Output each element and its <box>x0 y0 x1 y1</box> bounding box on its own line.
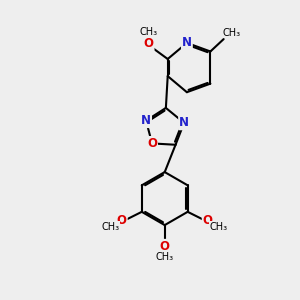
Text: O: O <box>160 240 170 253</box>
Text: CH₃: CH₃ <box>102 222 120 232</box>
Text: CH₃: CH₃ <box>156 252 174 262</box>
Text: N: N <box>182 36 192 50</box>
Text: O: O <box>203 214 213 227</box>
Text: N: N <box>141 114 151 127</box>
Text: CH₃: CH₃ <box>209 222 228 232</box>
Text: N: N <box>179 116 189 129</box>
Text: O: O <box>117 214 127 227</box>
Text: O: O <box>147 137 157 150</box>
Text: O: O <box>144 38 154 50</box>
Text: CH₃: CH₃ <box>140 28 158 38</box>
Text: CH₃: CH₃ <box>223 28 241 38</box>
